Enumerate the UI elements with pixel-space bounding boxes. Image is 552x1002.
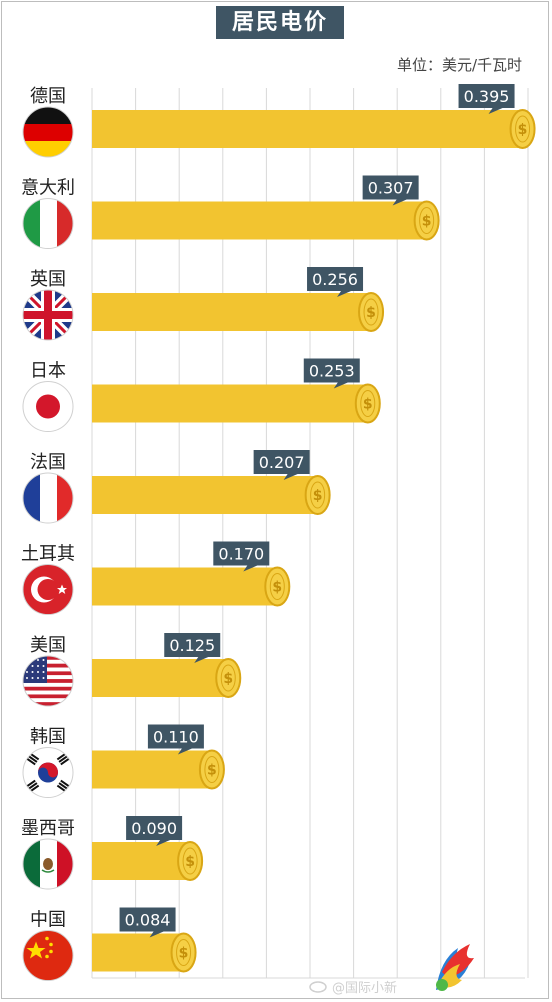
- dollar-coin-icon: $: [264, 566, 291, 607]
- flag-south-korea-icon: [22, 747, 74, 798]
- dollar-coin-icon: $: [304, 475, 331, 515]
- value-text: 0.207: [259, 453, 305, 472]
- value-label: 0.110: [147, 724, 204, 755]
- value-label: 0.084: [119, 907, 176, 938]
- svg-text:$: $: [363, 397, 373, 413]
- value-label: 0.253: [303, 358, 360, 389]
- flag-uk-icon: [22, 289, 74, 341]
- country-label: 意大利: [21, 178, 75, 199]
- flag-usa-icon: [22, 655, 74, 707]
- country-label: 韩国: [30, 727, 66, 748]
- svg-text:$: $: [207, 763, 217, 779]
- bar: [92, 110, 523, 148]
- weibo-icon: [309, 981, 327, 993]
- dollar-coin-icon: $: [177, 841, 204, 881]
- svg-text:$: $: [185, 854, 195, 870]
- value-label: 0.307: [362, 175, 419, 206]
- svg-text:$: $: [518, 122, 528, 138]
- svg-text:$: $: [422, 214, 432, 230]
- flag-italy-icon: [22, 198, 74, 249]
- bar: [92, 384, 368, 423]
- bar: [92, 567, 278, 606]
- labels-group: 0.395 德国 0.307 意大利 0.256 英国 0.253 日本 0.207 法国 0.17…: [21, 84, 515, 938]
- country-label: 美国: [30, 635, 66, 656]
- flag-mexico-icon: [22, 838, 74, 890]
- bar: [92, 842, 191, 880]
- svg-text:$: $: [272, 580, 282, 596]
- value-label: 0.090: [126, 816, 183, 846]
- country-label: 中国: [30, 910, 66, 931]
- watermark-text: @国际小新: [332, 980, 397, 996]
- value-text: 0.170: [218, 545, 264, 564]
- bar: [92, 201, 427, 240]
- dollar-coin-icon: $: [198, 749, 225, 790]
- value-label: 0.125: [164, 633, 221, 663]
- value-text: 0.090: [131, 819, 177, 838]
- value-text: 0.084: [125, 911, 171, 930]
- svg-text:$: $: [223, 671, 233, 687]
- value-label: 0.256: [307, 267, 364, 297]
- country-label: 日本: [30, 361, 66, 382]
- flag-turkey-icon: [22, 564, 74, 615]
- value-label: 0.207: [253, 450, 310, 480]
- dollar-coin-icon: $: [215, 658, 242, 698]
- svg-text:$: $: [179, 946, 189, 962]
- dollar-coin-icon: $: [354, 383, 381, 424]
- unit-label: 单位：美元/千瓦时: [396, 56, 522, 74]
- dollar-coin-icon: $: [509, 109, 536, 149]
- country-label: 墨西哥: [21, 818, 75, 839]
- country-label: 土耳其: [21, 544, 75, 565]
- value-label: 0.170: [213, 541, 270, 572]
- value-text: 0.307: [368, 179, 414, 198]
- flag-france-icon: [22, 472, 74, 524]
- country-label: 法国: [30, 452, 66, 473]
- country-label: 德国: [30, 86, 66, 107]
- value-label: 0.395: [458, 84, 515, 114]
- bar: [92, 293, 372, 331]
- value-text: 0.125: [169, 636, 215, 655]
- bar: [92, 476, 318, 514]
- flag-germany-icon: [22, 106, 74, 158]
- chart-title: 居民电价: [216, 6, 344, 39]
- value-text: 0.256: [312, 270, 358, 289]
- dollar-coin-icon: $: [413, 200, 440, 241]
- value-text: 0.253: [309, 362, 355, 381]
- svg-text:$: $: [366, 305, 376, 321]
- bar: [92, 659, 229, 697]
- bars-group: $ $ $ $ $ $ $ $ $ $: [92, 109, 536, 973]
- flag-japan-icon: [22, 381, 74, 432]
- flag-china-icon: [22, 930, 74, 981]
- country-label: 英国: [30, 269, 66, 290]
- olympic-torch-logo: [436, 944, 474, 991]
- svg-text:$: $: [313, 488, 323, 504]
- value-text: 0.110: [153, 728, 199, 747]
- bar: [92, 933, 184, 972]
- weibo-watermark: @国际小新: [309, 980, 397, 996]
- dollar-coin-icon: $: [170, 932, 197, 973]
- bar: [92, 750, 212, 789]
- flags-group: [22, 106, 74, 981]
- dollar-coin-icon: $: [358, 292, 385, 332]
- value-text: 0.395: [464, 87, 510, 106]
